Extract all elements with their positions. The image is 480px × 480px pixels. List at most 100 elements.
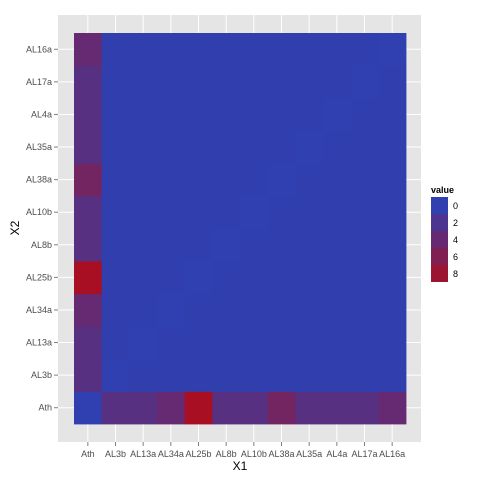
heatmap-cell: [101, 391, 130, 425]
heatmap-cell: [101, 261, 130, 295]
heatmap-cell: [157, 391, 186, 425]
heatmap-cell: [184, 98, 213, 132]
heatmap-cell: [74, 98, 103, 132]
heatmap-cell: [267, 65, 296, 99]
heatmap-cell: [323, 98, 352, 132]
heatmap-cell: [184, 195, 213, 229]
heatmap-cell: [323, 65, 352, 99]
heatmap-cell: [129, 261, 158, 295]
heatmap-cell: [267, 326, 296, 360]
heatmap-cell: [350, 358, 379, 392]
heatmap-cell: [350, 391, 379, 425]
heatmap-cell: [350, 195, 379, 229]
heatmap-cell: [350, 163, 379, 197]
heatmap-cell: [101, 228, 130, 262]
legend: value 0 2 4 6 8: [431, 185, 458, 282]
heatmap-cell: [267, 130, 296, 164]
legend-label: 6: [453, 252, 458, 262]
heatmap-cell: [157, 98, 186, 132]
heatmap-cell: [378, 98, 407, 132]
heatmap-cell: [157, 228, 186, 262]
heatmap-cell: [184, 228, 213, 262]
y-tick-label: AL38a: [26, 175, 52, 185]
heatmap-cell: [101, 98, 130, 132]
heatmap-cell: [101, 163, 130, 197]
x-tick-label: AL38a: [268, 449, 294, 459]
heatmap-cell: [212, 228, 241, 262]
heatmap-cell: [378, 33, 407, 66]
legend-label: 2: [453, 218, 458, 228]
heatmap-cell: [295, 326, 324, 360]
heatmap-cell: [323, 228, 352, 262]
heatmap-cell: [267, 195, 296, 229]
y-axis-ticks: Ath AL3b AL13a AL34a AL25b AL8b AL10b AL38a AL35…: [26, 44, 58, 413]
heatmap-cell: [157, 261, 186, 295]
heatmap-cell: [350, 326, 379, 360]
heatmap-cell: [267, 33, 296, 66]
heatmap-cell: [157, 326, 186, 360]
heatmap-cell: [129, 163, 158, 197]
heatmap-cell: [378, 130, 407, 164]
legend-key: [431, 231, 448, 248]
heatmap-cell: [157, 358, 186, 392]
heatmap-cell: [323, 163, 352, 197]
x-tick-label: AL34a: [158, 449, 184, 459]
heatmap-cell: [378, 326, 407, 360]
heatmap-cell: [212, 98, 241, 132]
y-tick-label: AL13a: [26, 338, 52, 348]
legend-label: 8: [453, 269, 458, 279]
y-tick-label: Ath: [38, 403, 52, 413]
legend-title: value: [431, 185, 454, 195]
legend-label: 0: [453, 201, 458, 211]
heatmap-cell: [323, 326, 352, 360]
heatmap-cell: [129, 391, 158, 425]
y-tick-label: AL8b: [31, 240, 52, 250]
heatmap-cell: [240, 65, 269, 99]
heatmap-cell: [212, 261, 241, 295]
heatmap-cell: [74, 391, 103, 425]
heatmap-cell: [129, 65, 158, 99]
heatmap-cell: [350, 228, 379, 262]
y-tick-label: AL35a: [26, 142, 52, 152]
heatmap-cell: [74, 293, 103, 327]
heatmap-cell: [323, 358, 352, 392]
x-tick-label: AL17a: [351, 449, 377, 459]
heatmap-cell: [184, 65, 213, 99]
heatmap-cell: [267, 228, 296, 262]
heatmap-cell: [101, 293, 130, 327]
heatmap-cell: [212, 163, 241, 197]
heatmap-cell: [240, 163, 269, 197]
heatmap-cell: [240, 130, 269, 164]
legend-key: [431, 265, 448, 282]
heatmap-cell: [295, 228, 324, 262]
heatmap-cell: [350, 130, 379, 164]
heatmap-cell: [267, 293, 296, 327]
heatmap-cell: [240, 33, 269, 66]
x-tick-label: AL16a: [379, 449, 405, 459]
heatmap-cell: [378, 293, 407, 327]
heatmap-cell: [184, 391, 213, 425]
heatmap-cell: [350, 33, 379, 66]
y-tick-label: AL25b: [26, 272, 52, 282]
heatmap-cell: [378, 261, 407, 295]
heatmap-cell: [157, 33, 186, 66]
heatmap-cell: [378, 163, 407, 197]
heatmap-cell: [129, 358, 158, 392]
heatmap-cell: [295, 261, 324, 295]
heatmap-cell: [295, 358, 324, 392]
y-tick-label: AL16a: [26, 44, 52, 54]
heatmap-cell: [74, 326, 103, 360]
heatmap-cell: [101, 130, 130, 164]
x-tick-label: AL3b: [105, 449, 126, 459]
heatmap-cell: [267, 163, 296, 197]
heatmap-cell: [323, 261, 352, 295]
heatmap-cell: [267, 391, 296, 425]
x-tick-label: Ath: [81, 449, 95, 459]
heatmap-cell: [101, 195, 130, 229]
heatmap-cell: [378, 65, 407, 99]
x-tick-label: AL13a: [130, 449, 156, 459]
legend-label: 4: [453, 235, 458, 245]
x-tick-label: AL25b: [185, 449, 211, 459]
heatmap-cell: [267, 98, 296, 132]
heatmap-cell: [212, 33, 241, 66]
